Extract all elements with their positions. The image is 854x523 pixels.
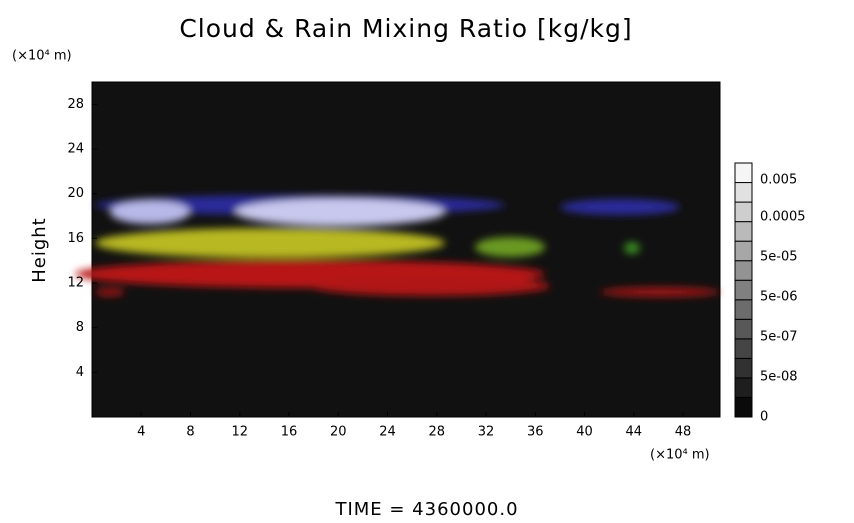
- colorbar-box: [734, 260, 753, 281]
- x-tick-label: 32: [478, 425, 495, 440]
- colorbar-label: 0.005: [760, 173, 797, 188]
- colorbar-box: [734, 201, 753, 223]
- x-tick-label: 4: [137, 425, 145, 440]
- colorbar-label: 5e-06: [760, 290, 798, 305]
- colorbar-box: [734, 182, 753, 203]
- x-tick-label: 12: [231, 425, 248, 440]
- colorbar-box: [734, 357, 753, 379]
- y-tick-label: 12: [67, 276, 84, 291]
- y-tick-label: 24: [67, 142, 84, 157]
- y-unit: (×10⁴ m): [12, 49, 72, 64]
- colorbar-label: 0: [760, 410, 768, 425]
- colorbar-box: [734, 162, 753, 184]
- x-tick-label: 24: [379, 425, 396, 440]
- colorbar-label: 5e-07: [760, 330, 798, 345]
- x-tick-label: 8: [186, 425, 194, 440]
- colorbar-box: [734, 299, 753, 320]
- colorbar-box: [734, 338, 753, 359]
- colorbar-label: 5e-05: [760, 250, 798, 265]
- x-tick-label: 16: [281, 425, 298, 440]
- x-tick-label: 44: [626, 425, 643, 440]
- x-tick-label: 48: [675, 425, 692, 440]
- x-tick-label: 40: [576, 425, 593, 440]
- y-axis-label: Height: [29, 217, 50, 283]
- chart-title: Cloud & Rain Mixing Ratio [kg/kg]: [179, 14, 632, 43]
- footer: TIME = 4360000.0: [334, 499, 518, 519]
- colorbar-box: [734, 318, 753, 340]
- x-unit: (×10⁴ m): [650, 448, 710, 463]
- colorbar-box: [734, 221, 753, 242]
- colorbar-label: 5e-08: [760, 370, 798, 385]
- colorbar-box: [734, 377, 753, 398]
- y-tick-label: 16: [67, 231, 84, 246]
- colorbar-box: [734, 240, 753, 262]
- colorbar-label: 0.0005: [760, 210, 806, 225]
- x-tick-label: 20: [330, 425, 347, 440]
- x-tick-label: 36: [527, 425, 544, 440]
- x-tick-label: 28: [429, 425, 446, 440]
- colorbar-box: [734, 396, 753, 418]
- colorbar-box: [734, 279, 753, 301]
- cloud-field: [75, 195, 720, 297]
- y-tick-label: 28: [67, 97, 84, 112]
- y-tick-label: 4: [76, 365, 84, 380]
- y-tick-label: 8: [76, 320, 84, 335]
- y-tick-label: 20: [67, 186, 84, 201]
